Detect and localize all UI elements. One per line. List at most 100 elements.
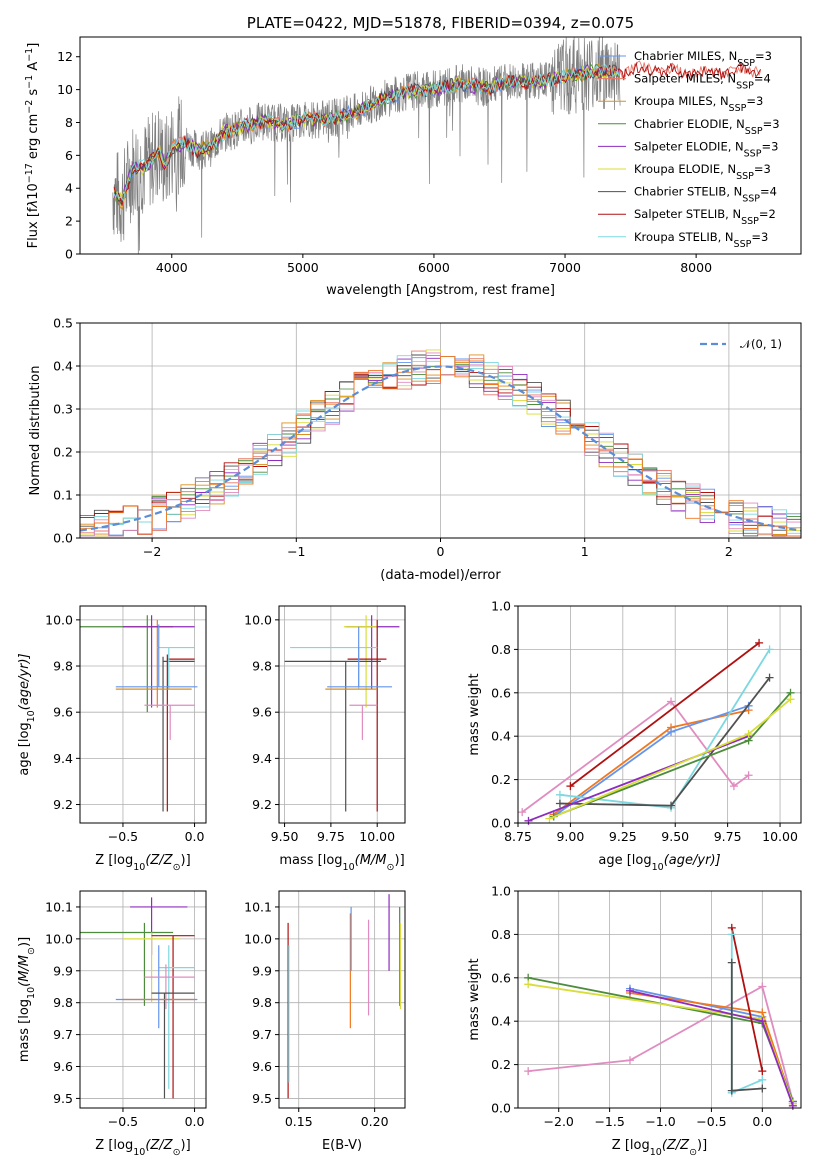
y-tick-label: 0.0 [53,531,73,546]
observed-spectrum [112,37,621,254]
data-point-marker [758,1067,767,1076]
x-tick-label: −0.5 [696,1114,726,1129]
y-tick-label: 10.1 [244,899,272,914]
axes-frame [79,605,207,824]
data-point-marker [566,782,575,791]
y-tick-label: 0.4 [491,1014,511,1029]
data-point-marker [667,727,676,736]
y-tick-label: 1.0 [491,884,511,899]
weight-vs-age-panel: 8.75 9.00 9.25 9.50 9.75 10.00 0.0 0.2 0.4 0.6 0.8… [467,599,802,873]
y-tick-label: 9.5 [53,1091,73,1106]
residual-histogram-panel: −2 −1 0 1 2 0.0 0.1 0.2 0.3 0.4 0.5 (data-model)/er… [28,316,802,583]
data-point-marker [518,808,527,817]
x-tick-label: −1 [287,544,305,559]
legend-label: Chabrier ELODIE, NSSP=3 [634,117,780,137]
y-tick-label: 10.0 [45,612,73,627]
y-tick-label: 9.7 [252,1027,272,1042]
data-point-marker [727,1086,736,1095]
data-point-marker [758,1017,767,1026]
y-tick-label: 0.2 [491,772,511,787]
chart-title-1: PLATE=0422, MJD=51878, FIBERID=0394, z=0… [247,14,634,32]
x-tick-label: 6000 [418,260,450,275]
model-spectrum-ke [113,65,620,200]
y-tick-label: 9.8 [252,995,272,1010]
x-tick-label: 0.0 [185,1114,205,1129]
x-axis-label-2: (data-model)/error [380,568,501,583]
y-axis-label-8: mass weight [467,958,482,1040]
model-spectrum-ks [113,63,620,203]
y-tick-label: 10.0 [244,931,272,946]
y-tick-label: 9.2 [252,797,272,812]
series-line-ke [549,698,792,820]
data-point-marker [524,816,533,825]
y-tick-label: 2 [65,214,73,229]
x-axis-label-1: wavelength [Angstrom, rest frame] [326,283,555,298]
x-tick-label: 7000 [549,260,581,275]
y-axis-label-5: mass weight [467,673,482,755]
x-tick-label: −0.5 [108,1114,138,1129]
spectrum-panel: 4000 5000 6000 7000 8000 0 2 4 6 8 10 12 PLATE=0422,… [24,14,802,298]
series-line-cs [730,962,763,1092]
data-point-marker [765,673,774,682]
data-point-marker [727,930,736,939]
data-point-marker [524,1067,533,1076]
legend-label: Chabrier STELIB, NSSP=4 [634,185,777,205]
data-point-marker [744,771,753,780]
x-tick-label: 9.25 [609,829,637,844]
y-tick-label: 9.4 [53,751,73,766]
age-vs-mass-panel: 9.50 9.75 10.00 9.2 9.4 9.6 9.8 10.0 mass [log10… [244,605,406,873]
y-tick-label: 8 [65,115,73,130]
y-tick-label: 9.9 [53,963,73,978]
y-tick-label: 9.6 [53,1059,73,1074]
x-tick-label: 9.75 [714,829,742,844]
x-tick-label: −2 [143,544,161,559]
y-tick-label: 9.4 [252,751,272,766]
legend-label: Kroupa STELIB, NSSP=3 [634,230,768,250]
data-point-marker [755,638,764,647]
y-tick-label: 0.0 [491,816,511,831]
x-axis-label-5: age [log10(age/yr)] [598,853,720,873]
x-tick-label: −2.0 [544,1114,574,1129]
histogram-orange [80,356,801,537]
series-line-ss [569,642,760,787]
x-tick-label: 0.20 [361,1114,389,1129]
y-tick-label: 0.4 [491,729,511,744]
data-point-marker [727,958,736,967]
data-point-marker [758,1084,767,1093]
axes-frame [278,605,406,824]
data-point-marker [555,790,564,799]
data-point-marker [667,697,676,706]
axes-frame [278,890,406,1109]
x-tick-label: 4000 [156,260,188,275]
data-point-marker [786,695,795,704]
mass-vs-metallicity-panel: −0.5 0.0 9.5 9.6 9.7 9.8 9.9 10.0 10.1 Z [log10(Z… [17,890,207,1158]
y-tick-label: 9.8 [53,659,73,674]
series-line-pink [521,700,750,813]
x-tick-label: −1.0 [645,1114,675,1129]
legend-label: Salpeter STELIB, NSSP=2 [634,207,776,227]
x-tick-label: 0 [437,544,445,559]
model-spectrum-ss [113,61,761,206]
x-tick-label: 0.15 [285,1114,313,1129]
x-axis-label-3: Z [log10(Z/Z⊙)] [95,853,190,873]
data-point-marker [758,1075,767,1084]
legend-label: Salpeter MILES, NSSP=4 [634,72,771,92]
series-line-ss [730,927,764,1072]
x-tick-label: 9.50 [661,829,689,844]
x-tick-label: 1 [581,544,589,559]
x-axis-label-7: E(B-V) [322,1138,362,1153]
y-tick-label: 10.0 [244,612,272,627]
y-tick-label: 0.4 [53,359,73,374]
x-axis-label-8: Z [log10(Z/Z⊙)] [612,1138,707,1158]
axes-frame [517,605,802,824]
y-tick-label: 0.5 [53,316,73,331]
x-tick-label: 5000 [287,260,319,275]
x-tick-label: 10.00 [359,829,395,844]
data-point-marker [555,799,564,808]
data-point-marker [765,645,774,654]
data-point-marker [729,782,738,791]
x-axis-label-6: Z [log10(Z/Z⊙)] [95,1138,190,1158]
y-tick-label: 9.9 [252,963,272,978]
normal-curve [79,365,802,532]
